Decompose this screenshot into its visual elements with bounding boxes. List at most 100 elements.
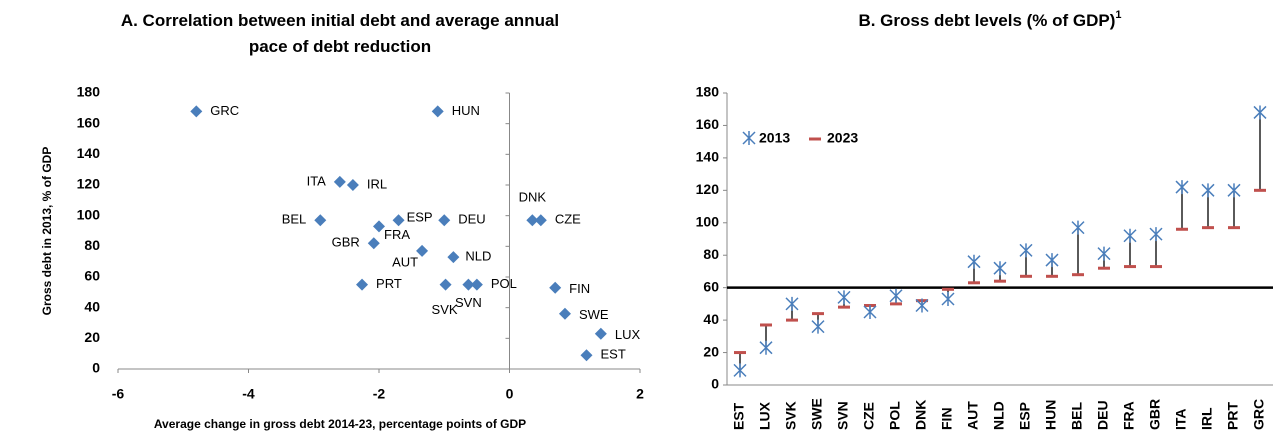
- point-label: GRC: [210, 103, 239, 118]
- legend-label: 2023: [827, 130, 858, 146]
- y-tick-label: 180: [696, 84, 720, 100]
- x-tick-label: HUN: [1043, 400, 1059, 430]
- x-tick-label: EST: [731, 402, 747, 430]
- point-label: EST: [600, 347, 625, 362]
- point-label: SVN: [455, 295, 482, 310]
- x-tick-label: GBR: [1147, 399, 1163, 430]
- scatter-point: [534, 214, 547, 227]
- point-label: NLD: [465, 249, 491, 264]
- marker-2013: [811, 319, 825, 334]
- scatter-point: [470, 278, 483, 291]
- scatter-point: [439, 278, 452, 291]
- x-tick-label: ESP: [1017, 402, 1033, 430]
- y-tick-label: 120: [696, 181, 720, 197]
- x-tick-label: -2: [373, 386, 386, 402]
- marker-2013: [733, 363, 747, 378]
- scatter-point: [431, 105, 444, 118]
- scatter-point: [558, 307, 571, 320]
- scatter-point: [594, 327, 607, 340]
- marker-2013: [941, 292, 955, 307]
- x-tick-label: FRA: [1121, 401, 1137, 430]
- y-tick-label: 40: [703, 311, 719, 327]
- point-label: DEU: [458, 212, 485, 227]
- y-tick-label: 0: [711, 376, 719, 392]
- scatter-point: [314, 214, 327, 227]
- x-tick-label: PRT: [1225, 402, 1241, 430]
- marker-2013: [1019, 243, 1033, 258]
- scatter-point: [447, 251, 460, 264]
- point-label: ESP: [407, 210, 433, 225]
- y-tick-label: 60: [703, 278, 719, 294]
- y-tick-label: 100: [77, 206, 101, 222]
- x-tick-label: IRL: [1199, 407, 1215, 430]
- scatter-point: [392, 214, 405, 227]
- point-label: POL: [491, 276, 517, 291]
- marker-2013: [1123, 228, 1137, 243]
- scatter-point: [346, 179, 359, 191]
- marker-2013: [1045, 253, 1059, 268]
- scatter-point: [549, 281, 562, 294]
- point-label: BEL: [282, 212, 307, 227]
- scatter-point: [333, 175, 346, 188]
- point-label: FIN: [569, 281, 590, 296]
- scatter-point: [373, 220, 385, 233]
- marker-2013: [1227, 183, 1241, 198]
- y-tick-label: 20: [84, 329, 100, 345]
- x-tick-label: POL: [887, 401, 903, 430]
- x-tick-label: SVK: [783, 401, 799, 430]
- y-tick-label: 40: [84, 298, 100, 314]
- x-tick-label: DEU: [1095, 400, 1111, 430]
- x-tick-label: BEL: [1069, 402, 1085, 430]
- point-label: PRT: [376, 276, 402, 291]
- x-axis-title: Average change in gross debt 2014-23, pe…: [154, 417, 526, 431]
- scatter-point: [416, 244, 429, 257]
- scatter-point: [580, 349, 593, 362]
- scatter-point: [462, 278, 475, 291]
- x-tick-label: SWE: [809, 398, 825, 430]
- marker-2013: [1097, 246, 1111, 261]
- point-label: HUN: [452, 103, 480, 118]
- y-axis-title: Gross debt in 2013, % of GDP: [40, 147, 54, 316]
- legend-label: 2013: [759, 130, 790, 146]
- x-tick-label: 2: [636, 386, 644, 402]
- y-tick-label: 120: [77, 176, 101, 192]
- x-tick-label: -4: [242, 386, 255, 402]
- legend-marker: [742, 131, 756, 145]
- y-tick-label: 160: [696, 116, 720, 132]
- y-tick-label: 140: [696, 149, 720, 165]
- marker-2013: [837, 290, 851, 305]
- scatter-point: [526, 214, 539, 227]
- marker-2013: [1149, 227, 1163, 242]
- point-label: GBR: [332, 235, 360, 250]
- title-text: B. Gross debt levels (% of GDP): [858, 11, 1115, 30]
- point-label: AUT: [392, 254, 418, 269]
- x-tick-label: 0: [506, 386, 514, 402]
- y-tick-label: 160: [77, 114, 101, 130]
- x-tick-label: DNK: [913, 400, 929, 430]
- point-label: FRA: [384, 227, 410, 242]
- scatter-point: [438, 214, 451, 227]
- chart-title: B. Gross debt levels (% of GDP)1: [858, 9, 1121, 31]
- x-tick-label: FIN: [939, 407, 955, 430]
- marker-2013: [785, 296, 799, 311]
- point-label: DNK: [519, 190, 547, 205]
- marker-2013: [1175, 180, 1189, 195]
- marker-2013: [889, 288, 903, 303]
- x-tick-label: GRC: [1251, 399, 1267, 430]
- x-tick-label: LUX: [757, 401, 773, 430]
- marker-2013: [759, 340, 773, 355]
- x-tick-label: AUT: [965, 401, 981, 430]
- x-tick-label: CZE: [861, 402, 877, 430]
- x-tick-label: -6: [112, 386, 125, 402]
- point-label: ITA: [307, 173, 327, 188]
- marker-2013: [1201, 183, 1215, 198]
- y-tick-label: 20: [703, 343, 719, 359]
- y-tick-label: 60: [84, 268, 100, 284]
- marker-2013: [993, 261, 1007, 276]
- point-label: CZE: [555, 212, 581, 227]
- marker-2013: [967, 254, 981, 269]
- marker-2013: [1253, 105, 1267, 120]
- point-label: IRL: [367, 176, 387, 191]
- scatter-point: [356, 278, 369, 291]
